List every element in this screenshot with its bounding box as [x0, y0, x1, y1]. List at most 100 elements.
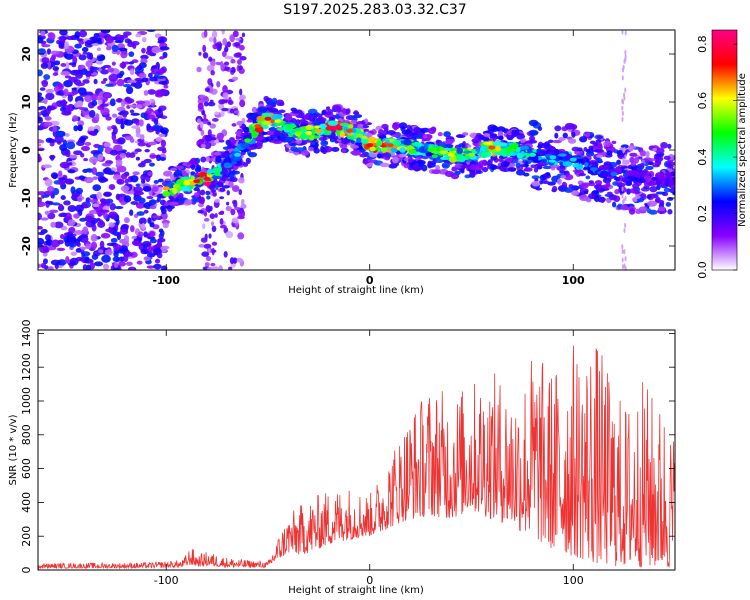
heatmap-cell	[61, 99, 67, 108]
heatmap-ridge-point	[508, 148, 516, 152]
heatmap-cell	[621, 30, 624, 35]
heatmap-cell	[116, 178, 125, 185]
heatmap-cell	[68, 242, 77, 248]
heatmap-cell	[437, 132, 443, 137]
heatmap-cell	[229, 177, 238, 183]
heatmap-cell	[203, 211, 208, 217]
heatmap-cell	[146, 195, 154, 200]
heatmap-cell	[135, 156, 141, 161]
heatmap-cell	[129, 138, 135, 143]
heatmap-cell	[50, 139, 57, 144]
chart-title: S197.2025.283.03.32.C37	[283, 2, 467, 18]
heatmap-cell	[500, 160, 510, 168]
heatmap-ridge-cell	[614, 176, 622, 182]
heatmap-cell	[487, 124, 497, 132]
heatmap-cell	[141, 47, 146, 54]
heatmap-ridge-point	[356, 133, 364, 138]
heatmap-cell	[38, 201, 46, 208]
heatmap-cell	[228, 181, 234, 188]
heatmap-ridge-cell	[583, 166, 589, 170]
heatmap-cell	[648, 158, 656, 162]
heatmap-cell	[131, 235, 137, 240]
heatmap-ridge-cell	[172, 187, 178, 195]
heatmap-cell	[612, 181, 619, 186]
heatmap-cell	[515, 169, 526, 176]
heatmap-ridge-cell	[412, 141, 423, 147]
heatmap-cell	[214, 42, 223, 47]
heatmap-cell	[203, 141, 212, 150]
heatmap-ridge-cell	[319, 123, 327, 130]
heatmap-cell	[200, 129, 205, 136]
heatmap-cell	[443, 131, 451, 138]
heatmap-ridge-cell	[162, 190, 171, 197]
heatmap-cell	[38, 92, 43, 97]
heatmap-cell	[207, 121, 212, 126]
heatmap-cell	[238, 44, 245, 51]
heatmap-cell	[215, 61, 222, 66]
heatmap-cell	[596, 135, 604, 140]
heatmap-cell	[290, 146, 298, 152]
heatmap-ridge-cell	[251, 131, 258, 139]
heatmap-cell	[115, 218, 120, 226]
heatmap-cell	[657, 206, 666, 212]
heatmap-cell	[230, 69, 235, 73]
heatmap-cell	[138, 197, 146, 204]
heatmap-cell	[401, 129, 411, 135]
heatmap-cell	[224, 55, 232, 60]
heatmap-ridge-cell	[347, 124, 354, 129]
heatmap-cell	[222, 91, 229, 100]
heatmap-cell	[234, 206, 241, 211]
heatmap-cell	[241, 32, 246, 38]
heatmap-cell	[238, 209, 246, 218]
heatmap-cell	[123, 217, 130, 224]
heatmap-cell	[75, 82, 85, 87]
heatmap-cell	[163, 84, 169, 89]
heatmap-cell	[458, 143, 466, 148]
heatmap-cell	[178, 192, 184, 199]
heatmap-cell	[322, 135, 327, 141]
heatmap-cell	[78, 175, 85, 180]
heatmap-ridge-cell	[559, 161, 564, 166]
heatmap-cell	[43, 108, 51, 115]
heatmap-cell	[219, 187, 226, 192]
heatmap-cell	[332, 104, 339, 111]
heatmap-cell	[606, 150, 613, 156]
heatmap-cell	[461, 132, 469, 136]
heatmap-cell	[44, 210, 50, 216]
heatmap-cell	[585, 175, 591, 180]
heatmap-ridge-cell	[598, 164, 610, 171]
heatmap-cell	[66, 36, 76, 41]
heatmap-cell	[624, 57, 627, 63]
heatmap-cell	[69, 257, 79, 266]
heatmap-cell	[624, 154, 627, 160]
heatmap-cell	[38, 154, 41, 162]
heatmap-cell	[164, 201, 170, 207]
heatmap-cell	[54, 221, 64, 229]
heatmap-cell	[151, 186, 159, 192]
heatmap-cell	[628, 145, 634, 152]
heatmap-cell	[45, 88, 54, 94]
heatmap-cell	[153, 180, 159, 184]
heatmap-cell	[89, 199, 99, 203]
heatmap-cell	[629, 188, 638, 194]
heatmap-cell	[157, 178, 164, 183]
heatmap-cell	[105, 45, 112, 51]
heatmap-cell	[158, 228, 164, 233]
heatmap-ridge-point	[305, 131, 313, 136]
heatmap-cell	[85, 264, 92, 270]
heatmap-cell	[87, 126, 95, 133]
heatmap-ridge-cell	[431, 154, 438, 159]
heatmap-cell	[42, 164, 52, 169]
heatmap-cell	[168, 201, 179, 206]
heatmap-ridge-cell	[311, 127, 317, 135]
heatmap-cell	[621, 193, 624, 199]
heatmap-cell	[584, 190, 589, 195]
heatmap-cell	[407, 158, 415, 163]
heatmap-cell	[201, 110, 206, 115]
heatmap-cell	[511, 129, 520, 136]
heatmap-cell	[646, 208, 652, 214]
heatmap-ridge-cell	[515, 147, 521, 153]
heatmap-ridge-cell	[403, 139, 412, 146]
heatmap-cell	[635, 208, 642, 215]
heatmap-cell	[121, 223, 130, 230]
